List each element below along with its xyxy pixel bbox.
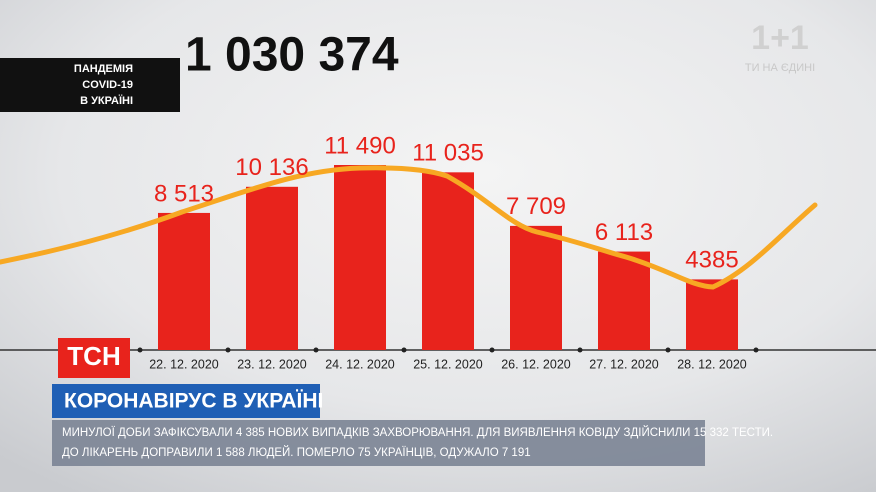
separator-dot <box>577 347 583 353</box>
value-label: 7 709 <box>506 193 566 220</box>
channel-box <box>58 338 130 378</box>
bar <box>246 186 298 350</box>
bar <box>598 251 650 350</box>
x-tick-label: 27. 12. 2020 <box>589 357 659 371</box>
separator-dot <box>665 347 671 353</box>
trend-line <box>0 165 818 290</box>
value-label: 4385 <box>685 247 738 274</box>
separator-dot <box>401 347 407 353</box>
badge-box <box>0 58 180 112</box>
value-label: 10 136 <box>235 154 308 181</box>
value-label: 6 113 <box>595 219 653 246</box>
badge-line: ПАНДЕМІЯ <box>74 63 133 75</box>
separator-dot <box>225 347 231 353</box>
channel-name: ТСН <box>67 341 120 371</box>
logo-mark: 1+1 <box>751 19 809 57</box>
x-tick-label: 23. 12. 2020 <box>237 357 307 371</box>
bar <box>510 225 562 350</box>
x-tick-label: 25. 12. 2020 <box>413 357 483 371</box>
bar <box>334 165 386 350</box>
x-tick-label: 24. 12. 2020 <box>325 357 395 371</box>
separator-dot <box>489 347 495 353</box>
bar <box>686 279 738 350</box>
x-tick-label: 22. 12. 2020 <box>149 357 219 371</box>
channel-logo: 1+1 ТИ НА ЄДИНІ <box>745 19 815 74</box>
value-labels: 8 513 22. 12. 2020 10 136 23. 12. 2020 11 49… <box>137 132 759 371</box>
x-tick-label: 28. 12. 2020 <box>677 357 747 371</box>
separator-dot <box>137 347 143 353</box>
separator-dot <box>753 347 759 353</box>
value-label: 8 513 <box>154 180 214 207</box>
x-tick-label: 26. 12. 2020 <box>501 357 571 371</box>
bar <box>422 172 474 350</box>
ticker-line: МИНУЛОЇ ДОБИ ЗАФІКСУВАЛИ 4 385 НОВИХ ВИП… <box>62 426 773 439</box>
value-label: 11 035 <box>412 140 484 167</box>
ticker-box <box>52 420 705 466</box>
bar <box>158 212 210 350</box>
ticker-line: ДО ЛІКАРЕНЬ ДОПРАВИЛИ 1 588 ЛЮДЕЙ. ПОМЕР… <box>62 446 531 459</box>
separator-dot <box>313 347 319 353</box>
badge-line: В УКРАЇНІ <box>80 94 133 107</box>
total-cases: 1 030 374 <box>185 29 399 82</box>
bars <box>158 165 738 350</box>
logo-slogan: ТИ НА ЄДИНІ <box>745 62 815 74</box>
badge-line: COVID-19 <box>82 79 133 91</box>
value-label: 11 490 <box>324 132 396 159</box>
headline-box <box>52 384 320 418</box>
headline: КОРОНАВІРУС В УКРАЇНІ <box>64 390 323 413</box>
